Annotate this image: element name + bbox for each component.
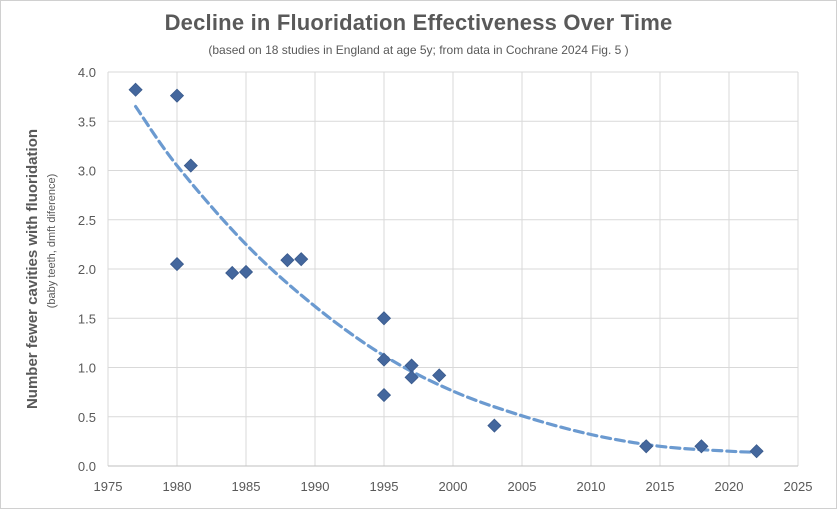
- data-point-marker: [225, 265, 240, 281]
- y-tick-label: 3.0: [78, 164, 96, 179]
- data-point-marker: [294, 252, 309, 267]
- tick-labels: 1975 1980 1985 1990 1995 2000 2005 2010 2015 2020…: [78, 65, 813, 494]
- trendline-layer: [134, 104, 759, 454]
- x-tick-label: 1980: [163, 479, 192, 494]
- chart-title: Decline in Fluoridation Effectiveness Ov…: [164, 10, 673, 35]
- x-tick-label: 1995: [370, 479, 399, 494]
- y-tick-label: 2.5: [78, 213, 96, 228]
- chart-subtitle: (based on 18 studies in England at age 5…: [208, 43, 629, 57]
- y-tick-label: 2.0: [78, 262, 96, 277]
- data-point-marker: [376, 352, 392, 367]
- y-tick-label: 0.0: [78, 459, 96, 474]
- y-axis-label: Number fewer cavities with fluoridation: [24, 129, 41, 409]
- data-point-marker: [404, 370, 419, 385]
- data-points: [128, 82, 764, 459]
- data-point-marker: [169, 88, 185, 103]
- data-point-marker: [639, 439, 654, 454]
- axis-labels: Number fewer cavities with fluoridation …: [24, 129, 58, 409]
- x-tick-label: 1985: [232, 479, 261, 494]
- x-tick-label: 2025: [784, 479, 813, 494]
- y-axis-sublabel: (baby teeth, dmft diference): [46, 174, 58, 309]
- y-tick-label: 3.5: [78, 114, 96, 129]
- y-tick-label: 4.0: [78, 65, 96, 80]
- data-point-marker: [376, 388, 392, 403]
- data-point-marker: [432, 368, 447, 383]
- trendline: [134, 104, 759, 454]
- data-point-marker: [238, 264, 254, 280]
- data-point-marker: [128, 82, 143, 97]
- data-point-marker: [376, 311, 392, 326]
- x-tick-label: 1990: [301, 479, 330, 494]
- x-tick-label: 2010: [577, 479, 606, 494]
- y-tick-label: 0.5: [78, 410, 96, 425]
- x-tick-label: 1975: [94, 479, 123, 494]
- data-point-marker: [749, 444, 764, 459]
- gridlines: [107, 71, 799, 467]
- data-point-marker: [169, 257, 185, 272]
- x-tick-label: 2015: [646, 479, 675, 494]
- x-tick-label: 2020: [715, 479, 744, 494]
- data-point-marker: [183, 158, 198, 173]
- y-tick-label: 1.0: [78, 361, 96, 376]
- data-point-marker: [487, 418, 502, 433]
- data-point-marker: [280, 253, 295, 268]
- x-tick-label: 2005: [508, 479, 537, 494]
- x-tick-label: 2000: [439, 479, 468, 494]
- data-point-marker: [694, 439, 709, 454]
- y-tick-label: 1.5: [78, 311, 96, 326]
